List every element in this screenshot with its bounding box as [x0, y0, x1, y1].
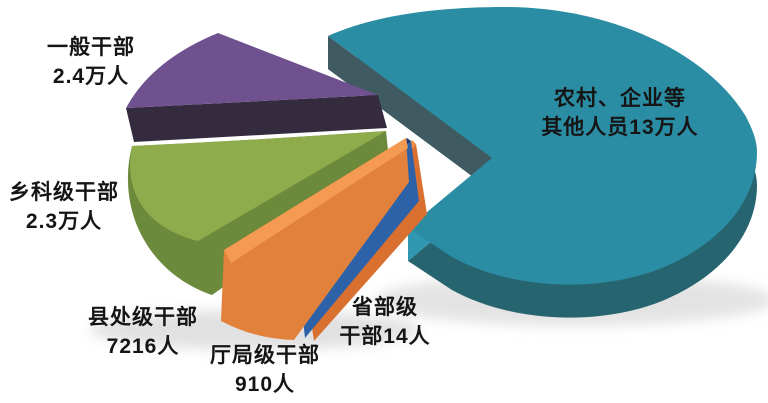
label-township-value: 2.3万人 — [25, 210, 103, 233]
label-township: 乡科级干部 2.3万人 — [0, 178, 128, 236]
pie-slice-township-top — [130, 131, 386, 241]
label-provincial-line2: 干部14人 — [339, 325, 431, 348]
pie-slice-rural-cut-face-upper — [328, 36, 492, 191]
label-bureau-line1: 厅局级干部 — [210, 344, 320, 367]
pie-slice-rural-top — [328, 7, 757, 285]
pie-slice-general-top — [126, 33, 378, 108]
pie-slice-county-top — [224, 138, 408, 263]
label-rural-line2: 其他人员13万人 — [541, 116, 699, 139]
label-rural-line1: 农村、企业等 — [554, 87, 686, 110]
label-county-line1: 县处级干部 — [88, 306, 198, 329]
label-rural: 农村、企业等 其他人员13万人 — [525, 84, 715, 142]
label-provincial-line1: 省部级 — [352, 296, 418, 319]
label-general-line1: 一般干部 — [47, 36, 135, 59]
label-general: 一般干部 2.4万人 — [21, 33, 161, 91]
label-provincial: 省部级 干部14人 — [322, 293, 448, 351]
label-bureau-value: 910人 — [234, 373, 296, 396]
pie-slice-county-face — [221, 138, 409, 340]
label-township-line1: 乡科级干部 — [9, 181, 119, 204]
label-county: 县处级干部 7216人 — [72, 303, 214, 361]
label-bureau: 厅局级干部 910人 — [195, 341, 335, 399]
pie-slice-general-side — [126, 95, 387, 142]
label-county-value: 7216人 — [106, 335, 180, 358]
label-general-value: 2.4万人 — [52, 65, 130, 88]
